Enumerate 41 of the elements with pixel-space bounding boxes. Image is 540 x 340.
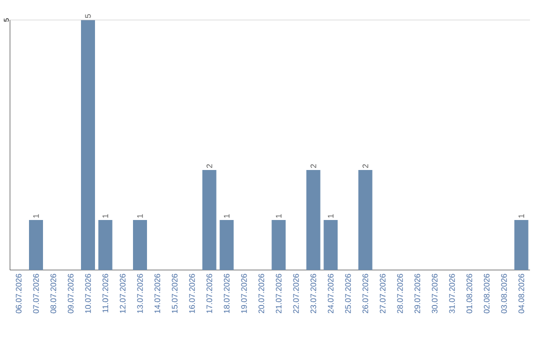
data-label: 1 [518,214,524,218]
x-tick-label: 23.07.2026 [310,274,316,314]
x-tick-label: 11.07.2026 [102,274,108,312]
x-tick-label: 20.07.2026 [258,274,264,314]
x-tick-label: 26.07.2026 [362,274,368,314]
x-tick-label: 13.07.2026 [137,274,143,313]
x-tick-label: 12.07.2026 [120,274,126,313]
x-tick-label: 02.08.2026 [484,274,490,314]
data-label: 2 [206,164,212,168]
x-tick-label: 30.07.2026 [432,274,438,314]
x-tick-label: 09.07.2026 [68,274,74,314]
data-label: 1 [137,214,143,218]
x-tick-label: 18.07.2026 [224,274,230,313]
x-tick-label: 06.07.2026 [16,274,22,314]
x-tick-label: 19.07.2026 [241,274,247,313]
x-tick-label: 07.07.2026 [33,274,39,314]
x-tick-label: 24.07.2026 [328,274,334,314]
x-tick-label: 16.07.2026 [189,274,195,313]
x-tick-label: 29.07.2026 [414,274,420,314]
data-label: 1 [328,214,334,218]
x-tick-label: 27.07.2026 [380,274,386,314]
x-tick-label: 17.07.2026 [206,274,212,313]
x-tick-label: 03.08.2026 [501,274,507,314]
x-tick-label: 28.07.2026 [397,274,403,314]
x-tick-label: 01.08.2026 [466,274,472,314]
x-tick-label: 14.07.2026 [154,274,160,313]
data-label: 2 [310,164,316,168]
data-label: 1 [224,214,230,218]
data-label: 2 [362,164,368,168]
data-label: 1 [102,214,108,218]
x-tick-label: 15.07.2026 [172,274,178,313]
data-label: 1 [276,214,282,218]
data-label: 5 [85,14,91,18]
x-tick-label: 22.07.2026 [293,274,299,314]
x-tick-label: 04.08.2026 [518,274,524,314]
x-tick-label: 21.07.2026 [276,274,282,314]
x-tick-label: 08.07.2026 [50,274,56,314]
x-tick-label: 25.07.2026 [345,274,351,314]
data-label: 1 [33,214,39,218]
x-tick-label: 10.07.2026 [85,274,91,313]
x-tick-label: 31.07.2026 [449,274,455,314]
